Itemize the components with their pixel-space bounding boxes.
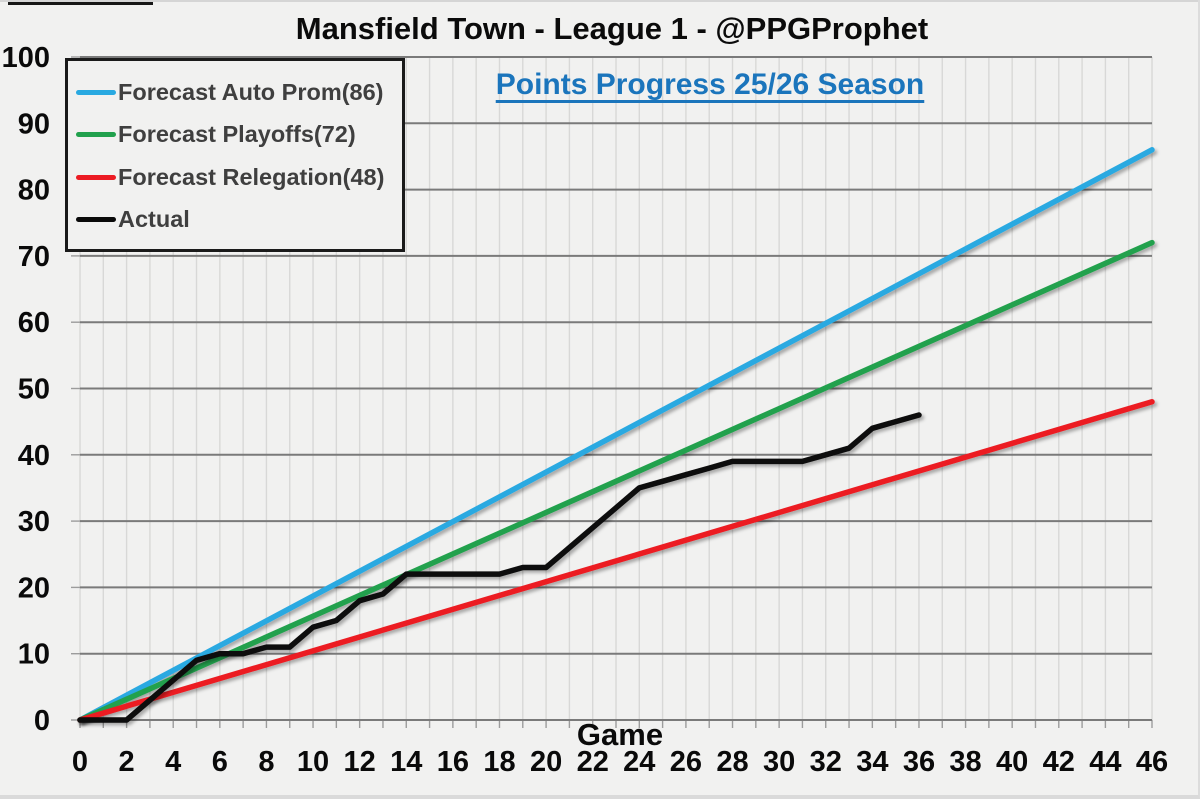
y-tick-label: 50 xyxy=(18,374,50,406)
window-top-edge xyxy=(0,0,1198,2)
y-tick-label: 40 xyxy=(18,440,50,472)
legend-item-playoffs: Forecast Playoffs(72) xyxy=(76,121,402,148)
x-tick-label: 0 xyxy=(72,746,88,778)
legend-line-swatch-red xyxy=(76,174,116,180)
x-tick-label: 40 xyxy=(996,746,1028,778)
top-border-segment xyxy=(8,2,153,5)
y-tick-label: 30 xyxy=(18,506,50,538)
x-tick-label: 14 xyxy=(390,746,422,778)
x-tick-label: 26 xyxy=(670,746,702,778)
x-tick-label: 2 xyxy=(119,746,135,778)
x-tick-label: 46 xyxy=(1136,746,1168,778)
y-tick-label: 90 xyxy=(18,108,50,140)
x-tick-label: 30 xyxy=(763,746,795,778)
chart-title: Mansfield Town - League 1 - @PPGProphet xyxy=(295,11,929,46)
series-line-actual xyxy=(77,412,922,723)
legend-item-auto-prom: Forecast Auto Prom(86) xyxy=(76,79,402,106)
x-tick-label: 8 xyxy=(258,746,274,778)
x-axis-title: Game xyxy=(577,717,663,752)
x-tick-label: 18 xyxy=(483,746,515,778)
x-tick-label: 32 xyxy=(810,746,842,778)
legend-line-swatch-green xyxy=(76,132,116,138)
x-tick-label: 22 xyxy=(577,746,609,778)
legend-line-swatch-blue xyxy=(76,89,116,95)
y-tick-label: 100 xyxy=(2,42,50,74)
x-tick-label: 34 xyxy=(856,746,888,778)
legend-item-relegation: Forecast Relegation(48) xyxy=(76,164,402,191)
legend-label: Forecast Playoffs(72) xyxy=(118,121,356,148)
y-tick-label: 20 xyxy=(18,572,50,604)
x-tick-label: 38 xyxy=(949,746,981,778)
y-tick-label: 10 xyxy=(18,639,50,671)
x-tick-label: 42 xyxy=(1043,746,1075,778)
x-tick-label: 36 xyxy=(903,746,935,778)
legend-label: Forecast Auto Prom(86) xyxy=(118,78,384,105)
x-tick-label: 20 xyxy=(530,746,562,778)
legend-label: Forecast Relegation(48) xyxy=(118,163,385,190)
x-tick-label: 4 xyxy=(165,746,181,778)
y-tick-label: 0 xyxy=(34,705,50,737)
x-tick-label: 44 xyxy=(1089,746,1121,778)
series-line-forecast-auto-prom-86 xyxy=(77,147,1155,723)
x-tick-label: 12 xyxy=(344,746,376,778)
legend: Forecast Auto Prom(86) Forecast Playoffs… xyxy=(65,58,405,252)
y-tick-label: 70 xyxy=(18,241,50,273)
legend-line-swatch-black xyxy=(76,217,116,223)
y-tick-label: 80 xyxy=(18,175,50,207)
y-tick-label: 60 xyxy=(18,307,50,339)
x-tick-label: 10 xyxy=(297,746,329,778)
x-tick-label: 28 xyxy=(716,746,748,778)
series-line-forecast-relegation-48 xyxy=(77,399,1155,723)
x-tick-label: 24 xyxy=(623,746,655,778)
legend-label: Actual xyxy=(118,206,190,233)
chart-subtitle-link: Points Progress 25/26 Season xyxy=(495,68,925,101)
x-tick-label: 16 xyxy=(437,746,469,778)
x-tick-label: 6 xyxy=(212,746,228,778)
legend-item-actual: Actual xyxy=(76,206,402,233)
series-line-forecast-playoffs-72 xyxy=(77,239,1155,723)
